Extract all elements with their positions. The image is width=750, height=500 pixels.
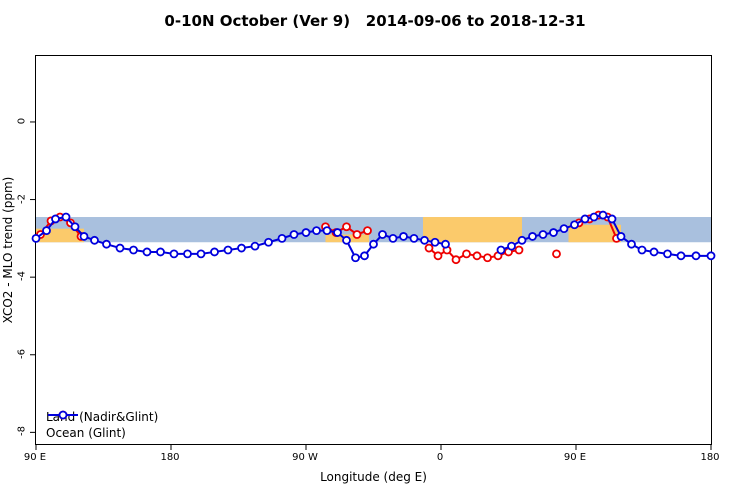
y-tick-label: -4 xyxy=(16,271,28,282)
x-tick-label: 90 E xyxy=(23,452,47,463)
legend-item-ocean: Ocean (Glint) xyxy=(46,410,158,440)
y-tick-label: -2 xyxy=(16,193,28,204)
chart-canvas xyxy=(30,121,716,450)
x-tick-label: 90 W xyxy=(292,452,318,463)
y-tick-label: 0 xyxy=(16,117,28,125)
chart-title: 0-10N October (Ver 9) 2014-09-06 to 2018… xyxy=(164,12,586,30)
legend-label-land: Land (Nadir&Glint) xyxy=(46,409,159,424)
x-tick-label: 180 xyxy=(700,452,720,463)
plot-area: Land (Nadir&Glint) Ocean (Glint) xyxy=(30,55,716,450)
x-tick-label: 0 xyxy=(436,452,444,463)
x-tick-label: 180 xyxy=(160,452,180,463)
y-axis-label: XCO2 - MLO trend (ppm) xyxy=(1,176,15,324)
x-tick-label: 90 E xyxy=(563,452,587,463)
legend-line-ocean-icon xyxy=(48,410,78,420)
y-tick-label: -8 xyxy=(16,426,28,437)
legend: Land (Nadir&Glint) Ocean (Glint) xyxy=(46,409,158,440)
y-tick-label: -6 xyxy=(16,348,28,359)
legend-label-ocean: Ocean (Glint) xyxy=(46,425,126,440)
x-axis-label: Longitude (deg E) xyxy=(320,470,427,484)
